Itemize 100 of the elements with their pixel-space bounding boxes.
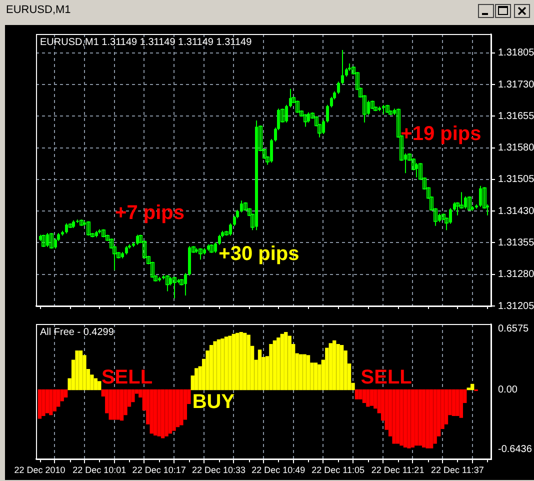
bar [414, 389, 418, 446]
y-tick-label: 1.31730 [498, 79, 534, 90]
x-tick-label: 22 Dec 2010 [14, 465, 66, 476]
y-tick-label: 0.6575 [498, 324, 530, 335]
bar [403, 389, 408, 448]
chart-title: All Free - 0.4299 [40, 326, 114, 338]
bar [154, 389, 158, 436]
bar [422, 389, 426, 448]
bar [466, 388, 470, 390]
bar [374, 389, 378, 409]
y-tick-label: 1.31805 [498, 48, 534, 59]
bar [213, 341, 217, 390]
bar [358, 389, 362, 400]
x-tick-label: 22 Dec 11:21 [371, 465, 424, 476]
candlestick [198, 248, 202, 260]
annotation: +7 pips [115, 202, 184, 224]
bar [120, 389, 124, 421]
bar [239, 332, 243, 390]
bar [332, 340, 336, 390]
bar [392, 389, 396, 444]
candlestick [50, 232, 54, 250]
bar [340, 344, 344, 390]
bar [220, 338, 224, 390]
bar [280, 334, 284, 390]
bar [354, 389, 359, 400]
chart-title: EURUSD,M1 1.31149 1.31149 1.31149 1.31149 [40, 36, 252, 48]
candlestick [337, 81, 340, 94]
x-tick-label: 22 Dec 10:17 [132, 465, 186, 476]
annotation: SELL [360, 366, 412, 389]
bar [164, 389, 168, 436]
bar [306, 355, 310, 390]
bar [94, 378, 98, 390]
bar [288, 336, 292, 390]
bar [328, 343, 332, 390]
x-tick-label: 22 Dec 10:49 [252, 465, 306, 476]
bar [228, 336, 232, 390]
y-tick-label: 1.31280 [498, 269, 534, 280]
bar [49, 389, 53, 416]
bar [396, 389, 400, 444]
bar [224, 336, 228, 390]
bar [459, 389, 463, 418]
bar [150, 389, 154, 434]
bar [272, 340, 277, 390]
candlestick [326, 104, 329, 124]
candlestick [289, 88, 292, 108]
annotation: +19 pips [400, 123, 482, 146]
bar [232, 334, 236, 390]
candlestick [304, 114, 308, 128]
bar [400, 389, 404, 446]
bar [246, 334, 250, 390]
bar [98, 381, 102, 390]
candlestick [166, 274, 170, 292]
bar [314, 362, 318, 390]
bar [370, 389, 374, 406]
candlestick [296, 100, 300, 114]
bar [258, 350, 262, 390]
candlestick [86, 220, 90, 236]
bar [418, 389, 422, 446]
y-tick-label: 1.31580 [498, 142, 534, 154]
bar [318, 364, 322, 390]
bar [430, 389, 434, 448]
bar [131, 389, 135, 402]
x-tick-label: 22 Dec 11:05 [312, 465, 365, 476]
y-tick-label: -0.6436 [498, 444, 532, 456]
candlestick [468, 196, 472, 212]
bar [194, 368, 198, 390]
bar [78, 350, 83, 390]
candlestick [172, 276, 176, 299]
bar [157, 389, 161, 436]
bar [456, 389, 460, 416]
bar [336, 344, 340, 390]
bar [75, 350, 79, 390]
bar [42, 389, 46, 416]
y-tick-label: 1.31430 [498, 206, 534, 217]
annotation: SELL [101, 366, 153, 389]
bar [64, 389, 68, 398]
bar [426, 389, 430, 448]
y-tick-label: 1.31205 [498, 300, 534, 312]
bar [298, 354, 303, 390]
bar [452, 389, 456, 416]
bar [180, 389, 184, 426]
bar [366, 389, 370, 407]
candlestick [218, 234, 221, 246]
chart-subtitle: EURUSD,M1 [6, 4, 71, 16]
y-tick-label: 1.31355 [498, 237, 534, 248]
bar [45, 389, 50, 414]
bar [276, 338, 280, 390]
bar [243, 332, 247, 390]
bar [362, 389, 366, 404]
candlestick [42, 234, 46, 248]
bar [108, 389, 112, 420]
y-tick-label: 1.31505 [498, 174, 534, 186]
bar [160, 389, 165, 438]
bar [236, 332, 240, 390]
x-tick-label: 22 Dec 10:01 [72, 465, 126, 476]
bar [407, 389, 411, 448]
bar [112, 389, 116, 420]
bar [410, 389, 415, 448]
annotation: BUY [192, 390, 236, 413]
y-tick-label: 0.00 [498, 384, 518, 396]
